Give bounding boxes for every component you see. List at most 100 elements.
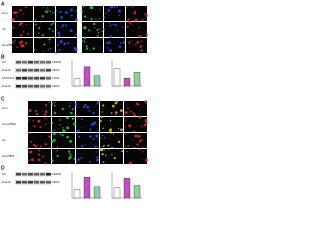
cell — [43, 50, 45, 52]
cell — [130, 39, 132, 42]
cell — [16, 46, 19, 49]
cell — [113, 6, 116, 8]
cell — [95, 134, 99, 138]
cell — [144, 100, 147, 103]
cell — [110, 112, 113, 114]
cell — [127, 107, 129, 110]
cell — [116, 29, 118, 31]
panel-label: D — [1, 165, 5, 171]
cell — [69, 102, 71, 104]
cell — [53, 132, 56, 136]
cell — [67, 42, 70, 45]
cell — [118, 14, 120, 17]
figure: A B C D Con A1 A1+PBM C3 190KD β-actin 43KD S10… — [1, 1, 149, 199]
band — [28, 173, 33, 176]
micrograph — [76, 133, 99, 148]
cell — [93, 22, 96, 26]
cell — [108, 21, 110, 24]
micrograph — [82, 38, 103, 53]
cell — [112, 23, 115, 26]
cell — [97, 100, 100, 104]
cell — [73, 47, 77, 50]
band — [22, 173, 27, 176]
cell — [49, 47, 52, 50]
cell — [75, 9, 77, 12]
cell — [101, 134, 104, 136]
row-label: A1 — [2, 138, 6, 142]
cell — [71, 117, 75, 120]
cell — [48, 42, 50, 44]
cell — [124, 111, 128, 115]
bar — [113, 187, 121, 199]
band — [16, 85, 21, 88]
micrograph — [28, 149, 51, 164]
band — [46, 69, 51, 72]
cell — [81, 126, 83, 128]
cell — [123, 50, 125, 53]
cell — [117, 28, 119, 30]
cell — [74, 102, 78, 106]
micrograph — [52, 117, 75, 132]
cell — [28, 109, 32, 113]
cell — [112, 133, 115, 135]
cell — [127, 18, 130, 21]
cell — [141, 125, 143, 128]
cell — [142, 151, 144, 153]
cell — [90, 124, 92, 126]
cell — [94, 145, 97, 148]
cell — [128, 162, 130, 164]
cell — [117, 140, 121, 144]
cell — [65, 11, 68, 14]
cell — [90, 130, 92, 132]
band — [16, 77, 21, 80]
cell — [84, 15, 87, 18]
cell — [90, 6, 94, 10]
cell — [64, 11, 67, 14]
cell — [35, 112, 39, 116]
cell — [51, 12, 54, 14]
cell — [109, 119, 112, 122]
cell — [103, 28, 105, 31]
cell — [48, 135, 51, 138]
cell — [16, 15, 18, 17]
cell — [20, 40, 24, 44]
cell — [97, 31, 100, 34]
cell — [11, 18, 15, 22]
band — [40, 181, 45, 184]
cell — [130, 23, 132, 25]
panel-label: C — [1, 96, 5, 102]
micrograph — [28, 101, 51, 116]
cell — [33, 125, 35, 127]
band — [28, 181, 33, 184]
micrograph — [52, 133, 75, 148]
cell — [39, 126, 42, 129]
micrograph — [124, 149, 147, 164]
cell — [69, 153, 72, 156]
micrograph — [104, 38, 125, 53]
cell — [139, 45, 143, 48]
cell — [68, 105, 71, 107]
cell — [80, 145, 84, 148]
micrograph — [82, 6, 103, 21]
cell — [53, 104, 56, 107]
cell — [52, 22, 54, 25]
cell — [61, 26, 63, 29]
cell — [27, 119, 30, 121]
cell — [72, 144, 74, 146]
size-label: 11KD — [52, 76, 60, 80]
cell — [117, 127, 120, 130]
cell — [145, 158, 149, 162]
bar — [83, 177, 91, 199]
cell — [105, 12, 108, 15]
cell — [103, 16, 106, 19]
cell — [63, 42, 66, 46]
cell — [76, 129, 80, 133]
cell — [70, 14, 73, 17]
cell — [84, 104, 87, 107]
cell — [33, 48, 36, 51]
cell — [123, 37, 125, 39]
cell — [75, 160, 78, 163]
cell — [48, 48, 50, 50]
bar — [133, 185, 141, 199]
cell — [19, 23, 22, 26]
